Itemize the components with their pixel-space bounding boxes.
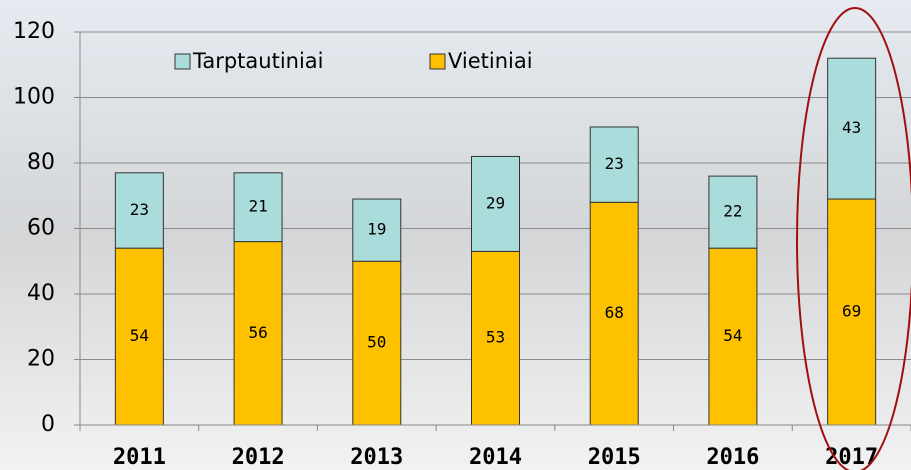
- legend-label: Tarptautiniai: [192, 49, 324, 73]
- data-label: 29: [486, 193, 505, 212]
- y-tick-label: 0: [41, 412, 55, 437]
- data-label: 68: [605, 303, 624, 322]
- data-label: 43: [842, 118, 861, 137]
- data-label: 69: [842, 302, 861, 321]
- data-label: 22: [723, 202, 742, 221]
- legend-swatch: [430, 54, 445, 69]
- data-label: 23: [130, 200, 149, 219]
- y-tick-label: 60: [27, 216, 55, 241]
- y-tick-label: 80: [27, 150, 55, 175]
- y-tick-label: 120: [13, 19, 55, 44]
- legend-swatch: [175, 54, 190, 69]
- legend-label: Vietiniai: [448, 49, 533, 73]
- data-label: 56: [248, 323, 267, 342]
- data-label: 54: [130, 326, 149, 345]
- data-label: 19: [367, 220, 386, 239]
- y-tick-label: 100: [13, 85, 55, 110]
- data-label: 53: [486, 328, 505, 347]
- x-tick-label: 2016: [706, 445, 759, 470]
- y-tick-label: 40: [27, 281, 55, 306]
- x-tick-label: 2017: [825, 445, 878, 470]
- x-tick-label: 2015: [588, 445, 641, 470]
- data-label: 54: [723, 326, 742, 345]
- y-tick-label: 20: [27, 347, 55, 372]
- data-label: 21: [248, 197, 267, 216]
- data-label: 50: [367, 333, 386, 352]
- x-tick-label: 2011: [113, 445, 166, 470]
- data-label: 23: [605, 154, 624, 173]
- x-tick-label: 2012: [232, 445, 285, 470]
- x-tick-label: 2013: [350, 445, 403, 470]
- chart: 0 20 40 60 80 100 120 54 23 2011 56 21 2012 50 19 2013 5…: [0, 0, 911, 470]
- x-tick-label: 2014: [469, 445, 522, 470]
